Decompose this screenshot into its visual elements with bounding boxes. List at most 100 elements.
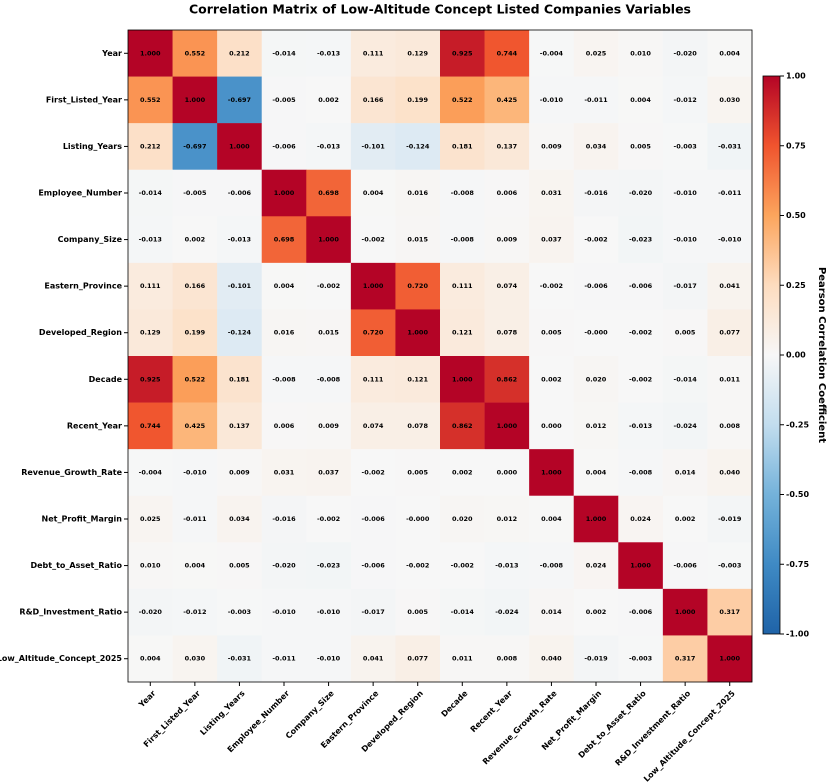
heatmap-cell (618, 123, 664, 171)
y-tick-label: Developed_Region (39, 328, 122, 337)
cell-label: -0.006 (629, 282, 653, 290)
heatmap-cell (217, 635, 263, 683)
heatmap-cell (306, 309, 352, 357)
heatmap-cell (484, 495, 530, 543)
cell-label: 0.005 (407, 468, 428, 476)
cell-label: -0.697 (228, 96, 251, 104)
heatmap-cell (395, 635, 441, 683)
heatmap-cell (484, 449, 530, 497)
heatmap-cell (529, 542, 575, 590)
cell-label: 0.016 (274, 329, 295, 337)
cell-label: 0.077 (719, 329, 740, 337)
cell-label: 0.720 (407, 282, 428, 290)
cell-label: 1.000 (541, 468, 562, 476)
heatmap-cell (618, 309, 664, 357)
heatmap-cell (707, 309, 753, 357)
cell-label: 0.212 (140, 142, 161, 150)
heatmap-cell (128, 588, 173, 636)
heatmap-cell (529, 635, 575, 683)
chart-title: Correlation Matrix of Low-Altitude Conce… (189, 2, 691, 17)
heatmap-cell (618, 76, 664, 124)
cell-label: -0.013 (629, 422, 652, 430)
colorbar-tick-label: 0.25 (786, 281, 806, 290)
cell-label: 0.016 (407, 189, 428, 197)
heatmap-cell (172, 309, 218, 357)
cell-label: -0.031 (718, 142, 742, 150)
cell-label: 0.522 (452, 96, 473, 104)
cell-label: -0.017 (362, 608, 385, 616)
heatmap-cell (573, 588, 619, 636)
heatmap-cell (662, 635, 708, 683)
heatmap-cell (395, 309, 441, 357)
cell-label: 0.744 (140, 422, 161, 430)
cell-label: -0.013 (317, 49, 340, 57)
cell-label: -0.020 (139, 608, 163, 616)
x-tick-label: Company_Size (284, 688, 336, 740)
cell-label: 0.004 (630, 96, 651, 104)
cell-label: -0.016 (584, 189, 608, 197)
heatmap-cell (529, 123, 575, 171)
x-tick-label: Year (136, 689, 157, 710)
cell-label: -0.005 (183, 189, 207, 197)
heatmap-cell (662, 495, 708, 543)
cell-label: 0.199 (407, 96, 428, 104)
cell-label: -0.002 (317, 515, 340, 523)
heatmap-cell (662, 402, 708, 450)
cell-label: -0.006 (674, 562, 698, 570)
heatmap-cell (484, 356, 530, 403)
cell-label: 0.004 (363, 189, 384, 197)
heatmap-cell (440, 123, 485, 171)
heatmap-cell (350, 76, 396, 124)
x-tick-label: Listing_Years (198, 689, 246, 737)
heatmap-cell (261, 309, 307, 357)
cell-label: 0.925 (452, 49, 473, 57)
cell-label: -0.014 (451, 608, 475, 616)
heatmap-cell (484, 123, 530, 171)
heatmap-cell (484, 635, 530, 683)
colorbar-label: Pearson Correlation Coefficient (816, 267, 827, 443)
cell-label: 1.000 (274, 189, 295, 197)
cell-label: 0.862 (497, 375, 518, 383)
heatmap-cell (172, 449, 218, 497)
heatmap-cell (350, 169, 396, 217)
heatmap-cell (306, 495, 352, 543)
heatmap-cell (484, 309, 530, 357)
cell-label: 0.031 (541, 189, 562, 197)
heatmap-cell (618, 542, 664, 590)
cell-label: -0.003 (629, 655, 652, 663)
heatmap-cell (618, 588, 664, 636)
cell-label: 0.034 (229, 515, 250, 523)
heatmap-cell (128, 635, 173, 683)
heatmap-cell (172, 495, 218, 543)
cell-label: 1.000 (630, 562, 651, 570)
cell-label: 0.011 (719, 375, 740, 383)
heatmap-cell (707, 76, 753, 124)
cell-label: -0.010 (674, 236, 698, 244)
y-tick-label: Debt_to_Asset_Ratio (30, 561, 122, 570)
cell-label: 0.014 (541, 608, 562, 616)
heatmap-cell (618, 402, 664, 450)
heatmap-cell (217, 588, 263, 636)
cell-label: 0.040 (541, 655, 562, 663)
heatmap-cell (217, 76, 263, 124)
cell-label: -0.010 (183, 468, 207, 476)
cell-label: -0.019 (718, 515, 742, 523)
cell-label: 1.000 (229, 142, 250, 150)
cell-label: -0.014 (674, 375, 698, 383)
heatmap-cell (440, 309, 485, 357)
heatmap-cell (440, 76, 485, 124)
heatmap-cell (662, 309, 708, 357)
heatmap-cell (128, 30, 173, 77)
cell-label: -0.020 (674, 49, 698, 57)
heatmap-cell (573, 262, 619, 310)
cell-label: -0.014 (272, 49, 296, 57)
cell-label: 0.002 (452, 468, 473, 476)
heatmap-cell (662, 449, 708, 497)
cell-label: -0.003 (228, 608, 251, 616)
heatmap-cell (707, 30, 753, 77)
cell-label: 0.002 (586, 608, 607, 616)
cell-label: 0.009 (497, 236, 518, 244)
heatmap-cell (618, 262, 664, 310)
heatmap-cell (662, 262, 708, 310)
heatmap-cell (618, 30, 664, 77)
